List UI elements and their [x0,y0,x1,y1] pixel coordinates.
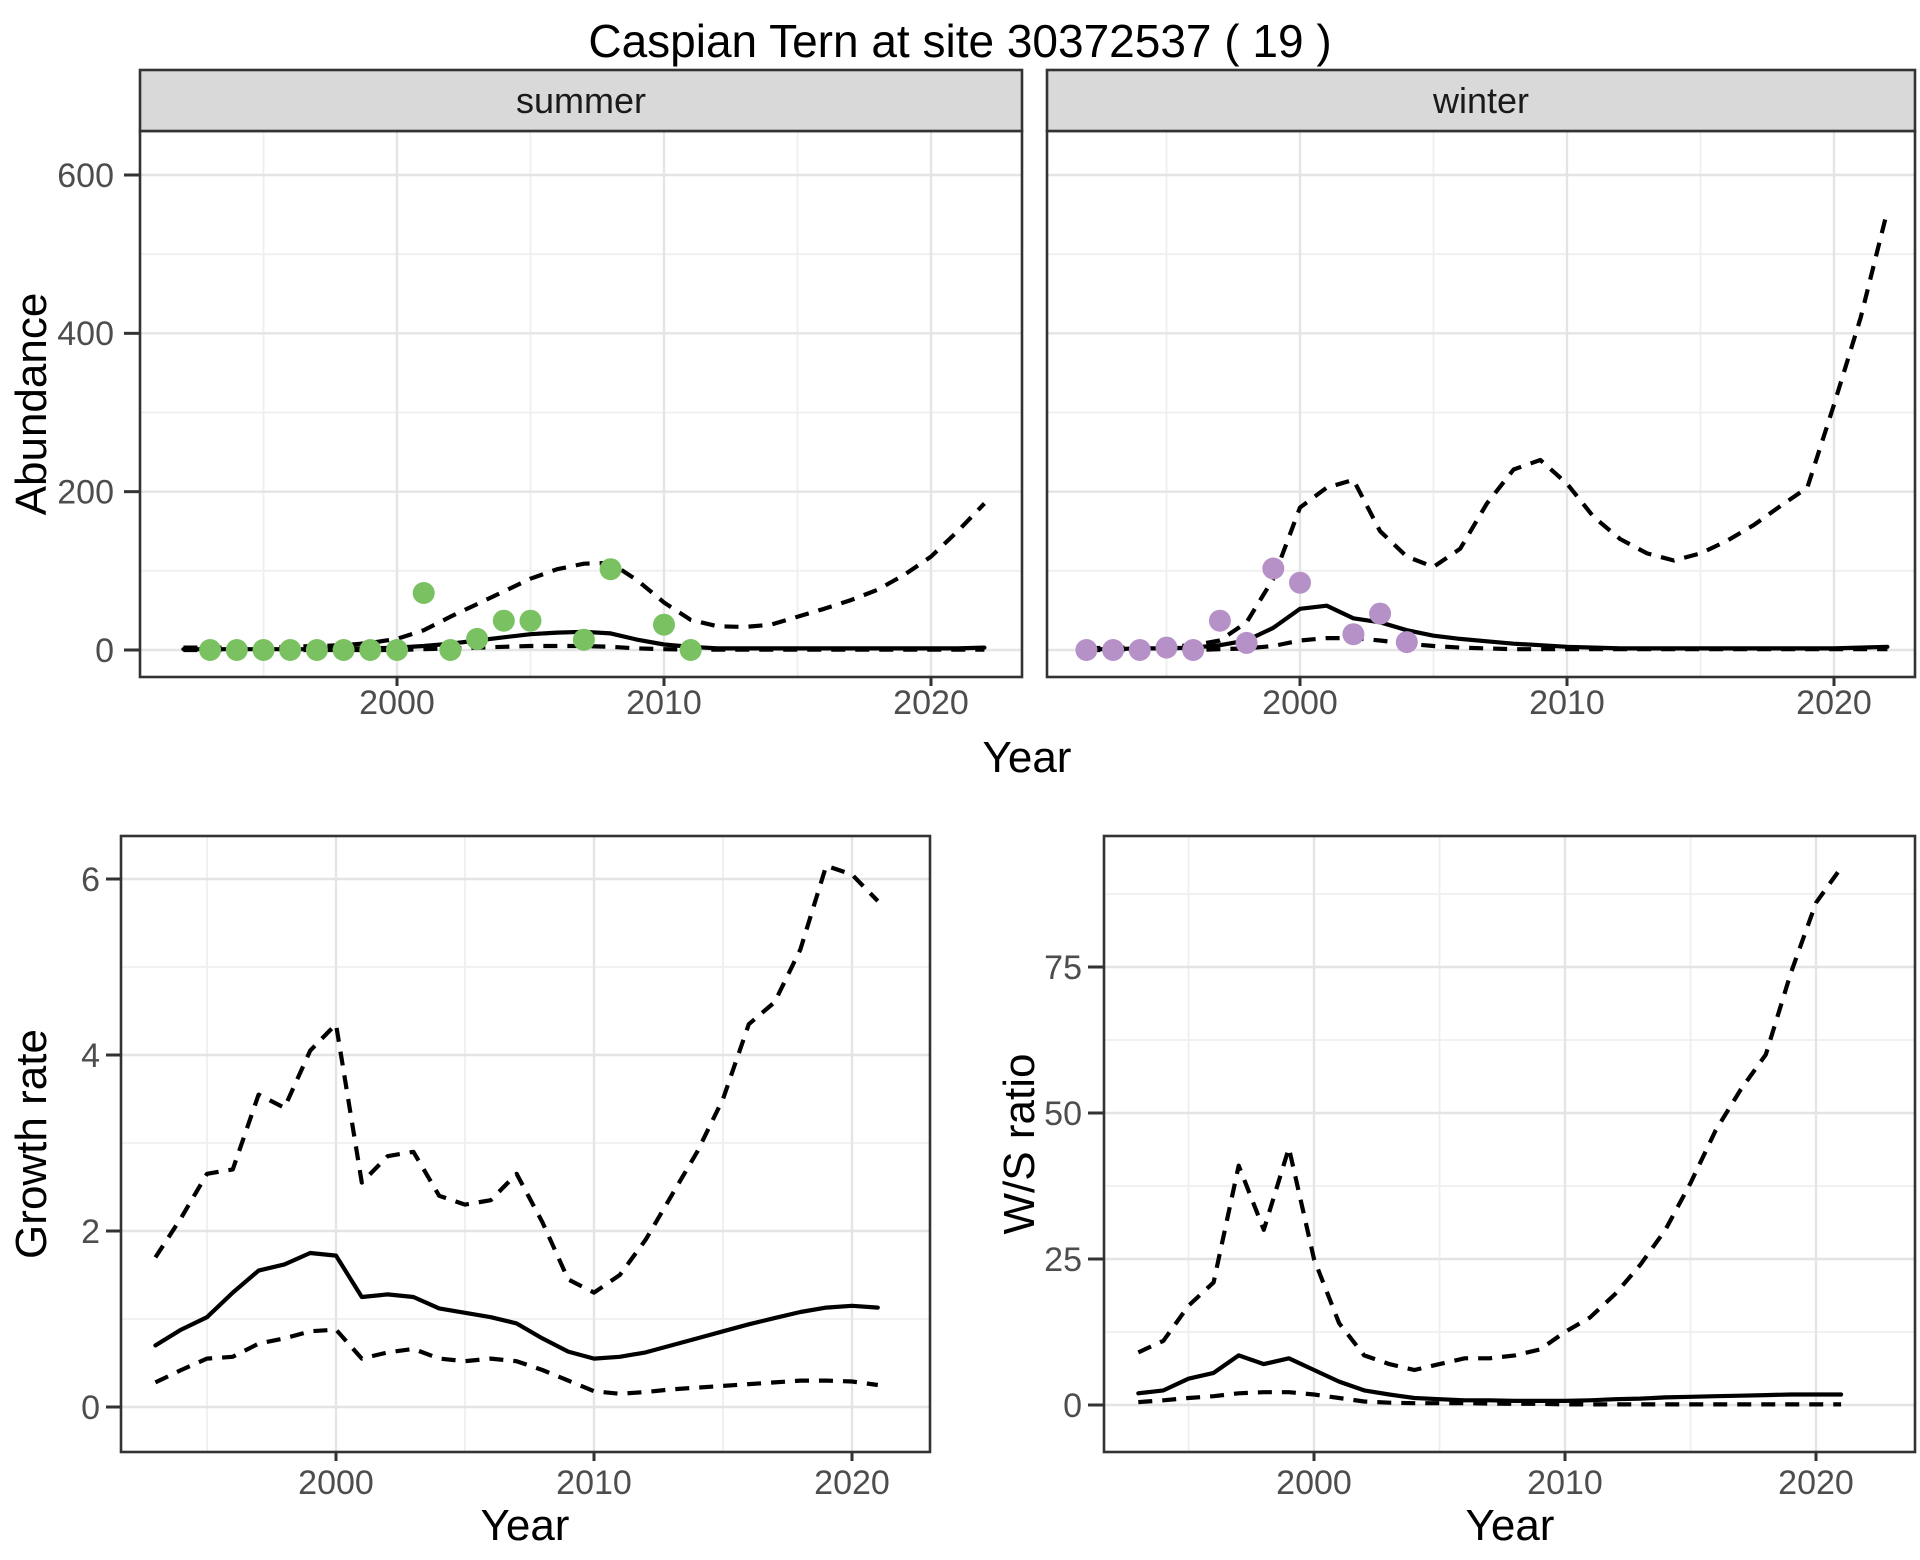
y-tick-label: 600 [57,157,114,195]
facet-strip-label: summer [516,80,646,121]
y-tick-label: 0 [95,632,114,670]
panel-background [121,836,930,1452]
data-point [653,613,675,636]
panel-border [119,834,932,1454]
data-point [1128,639,1151,661]
data-point [412,582,435,604]
y-tick-label: 0 [81,1389,100,1427]
y-tick-label: 2 [81,1213,100,1251]
y-tick-label: 25 [1044,1241,1082,1279]
data-point [1075,639,1098,661]
data-point [1182,639,1205,661]
x-tick-label: 2010 [1529,684,1605,722]
data-point [679,639,702,661]
data-point [1102,639,1125,661]
x-axis-title-year-bottom-left: Year [481,1501,570,1550]
x-tick-label: 2010 [556,1464,632,1502]
data-point [359,639,382,661]
x-tick-label: 2000 [359,684,435,722]
panel-background [1047,131,1915,677]
data-point [599,558,622,581]
fit-line [153,1250,880,1361]
x-axis-title-year-top: Year [983,733,1072,782]
y-tick-label: 400 [57,315,114,353]
data-point [1289,571,1311,594]
x-axis-title-year-bottom-right: Year [1466,1501,1555,1550]
fit-line [1136,1353,1844,1404]
x-tick-label: 2010 [626,684,702,722]
data-point [225,639,248,661]
x-tick-label: 2010 [1527,1464,1603,1502]
data-point [199,639,222,661]
y-tick-label: 0 [1063,1387,1082,1425]
y-axis-title-ws-ratio: W/S ratio [995,1054,1044,1235]
facet-strip-label: winter [1432,80,1529,121]
lower-ci-line [1138,1390,1842,1407]
data-point [439,639,462,661]
y-axis-title-abundance: Abundance [7,293,56,516]
data-point [386,639,408,661]
y-tick-label: 4 [81,1037,100,1075]
x-tick-label: 2020 [893,684,969,722]
data-point [332,639,355,661]
facet-strip [1045,68,1917,133]
lower-ci-line [154,1327,879,1396]
data-point [466,627,489,650]
data-point [1155,636,1178,659]
y-tick-label: 200 [57,474,114,512]
data-point [1342,623,1365,646]
upper-ci-line [1137,866,1843,1373]
data-point [1208,609,1231,632]
data-point [252,639,275,661]
x-tick-label: 2020 [1778,1464,1854,1502]
data-point [519,609,542,632]
x-tick-label: 2000 [1262,684,1338,722]
y-tick-label: 75 [1044,949,1082,987]
plot-title: Caspian Tern at site 30372537 ( 19 ) [588,15,1332,67]
data-point [492,609,515,632]
data-point [1369,602,1392,625]
x-tick-label: 2020 [1796,684,1872,722]
upper-ci-line [1086,210,1890,651]
data-point [1395,631,1418,654]
x-tick-label: 2020 [814,1464,890,1502]
panel-background [1104,836,1915,1452]
y-tick-label: 6 [81,861,100,899]
panel-border [1102,834,1917,1454]
data-point [305,639,328,661]
data-point [1262,557,1285,580]
x-tick-label: 2000 [1276,1464,1352,1502]
lower-ci-line [1086,635,1888,653]
facet-strip [138,68,1024,133]
data-point [1235,631,1258,654]
y-axis-title-growth-rate: Growth rate [7,1029,56,1259]
y-tick-label: 50 [1044,1095,1082,1133]
panel-background [140,131,1022,677]
upper-ci-line [153,863,880,1295]
data-point [279,639,302,661]
x-tick-label: 2000 [298,1464,374,1502]
data-point [572,628,595,651]
fit-line [1084,603,1890,652]
